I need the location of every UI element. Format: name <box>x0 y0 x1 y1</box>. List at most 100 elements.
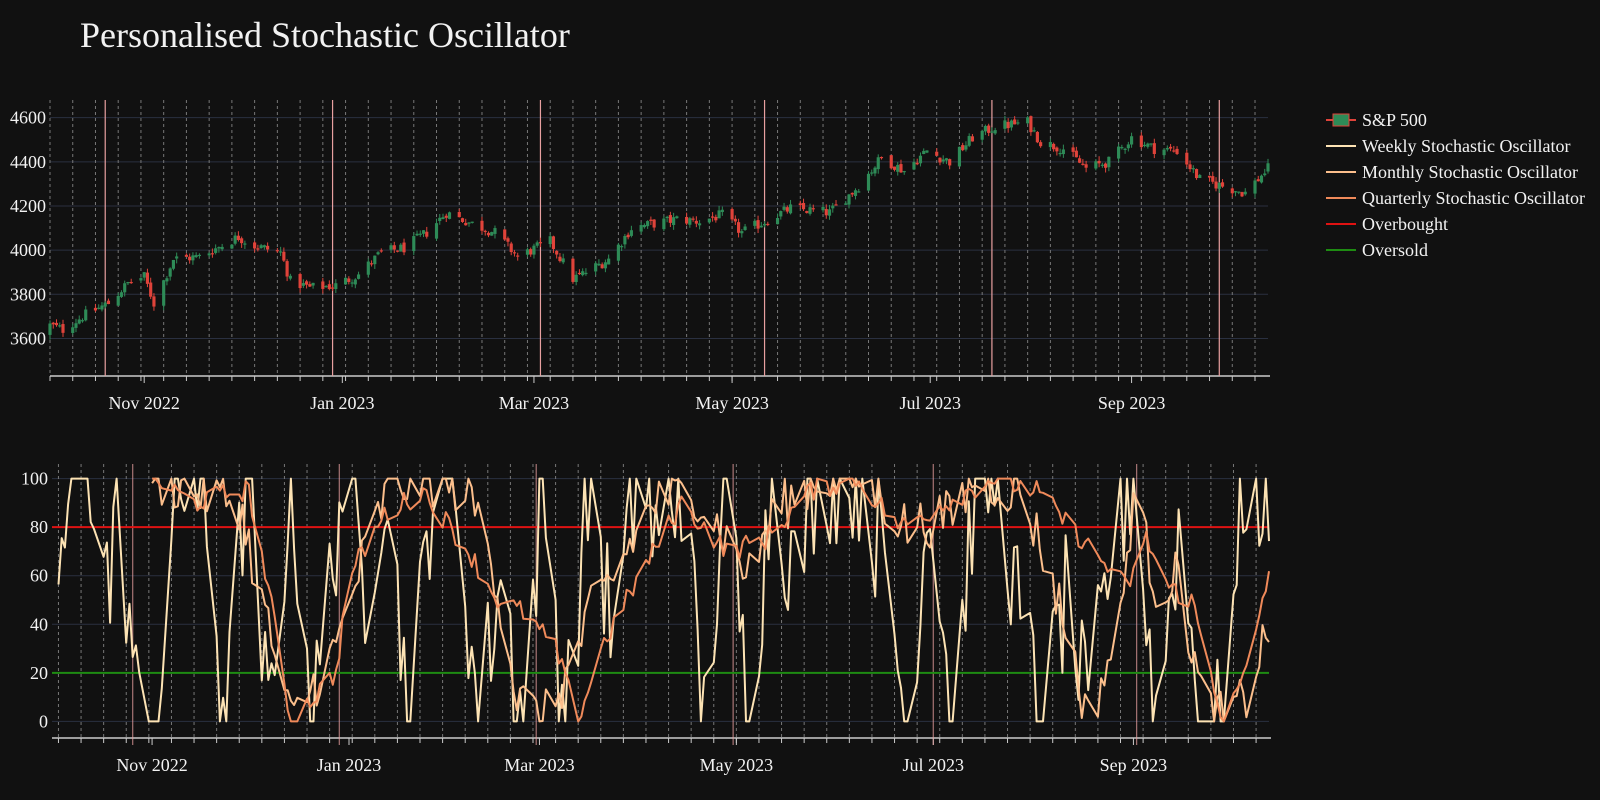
candle-body <box>574 274 578 283</box>
candle-body <box>366 261 370 275</box>
candle-body <box>662 218 666 230</box>
legend-item-oversold[interactable]: Oversold <box>1326 237 1585 263</box>
candle-body <box>967 136 971 146</box>
candle-body <box>850 192 854 195</box>
candle-body <box>616 244 620 261</box>
candle-body <box>100 305 104 310</box>
candle-body <box>733 218 737 222</box>
candle-body <box>922 150 926 155</box>
candle-body <box>983 125 988 132</box>
candle-body <box>675 216 679 219</box>
price-x-tick-label: Nov 2022 <box>108 393 180 413</box>
candle-body <box>61 324 65 333</box>
osc-x-tick-label: Jan 2023 <box>317 755 382 775</box>
candle-body <box>639 225 643 232</box>
candle-body <box>441 217 445 220</box>
candle-body <box>1123 148 1127 150</box>
candle-body <box>58 325 62 327</box>
candle-body <box>330 287 335 289</box>
legend-item-overbought[interactable]: Overbought <box>1326 211 1585 237</box>
candle-body <box>685 216 689 224</box>
candle-body <box>873 167 877 174</box>
candle-body <box>512 252 517 254</box>
candle-body <box>379 250 383 252</box>
candle-body <box>253 242 257 249</box>
candle-body <box>834 204 838 206</box>
legend-item-sp500[interactable]: S&P 500 <box>1326 107 1585 133</box>
legend-label: Monthly Stochastic Oscillator <box>1362 161 1578 182</box>
candle-body <box>1081 163 1085 165</box>
candle-body <box>798 203 802 206</box>
candle-body <box>1243 191 1247 195</box>
candle-body <box>938 157 942 163</box>
candle-body <box>1175 148 1179 154</box>
legend-label: Quarterly Stochastic Oscillator <box>1362 187 1585 208</box>
candle-body <box>243 243 247 245</box>
legend-item-quarterly[interactable]: Quarterly Stochastic Oscillator <box>1326 185 1585 211</box>
candle-body <box>964 145 968 150</box>
candle-body <box>279 251 283 253</box>
price-y-tick-label: 3600 <box>10 328 46 348</box>
candle-body <box>649 219 653 221</box>
candle-body <box>356 274 361 279</box>
candle-body <box>899 164 903 173</box>
candle-body <box>457 212 461 218</box>
osc-y-tick-label: 100 <box>21 469 48 489</box>
candle-body <box>714 216 718 221</box>
candle-body <box>1266 163 1270 172</box>
candle-body <box>1217 182 1221 189</box>
candle-body <box>1253 180 1257 194</box>
price-y-tick-label: 3800 <box>10 284 46 304</box>
series-line-quarterly <box>152 477 1270 723</box>
candle-body <box>262 245 266 248</box>
series-line-monthly <box>151 477 1270 723</box>
candle-body <box>600 264 604 269</box>
price-y-tick-label: 4200 <box>10 196 46 216</box>
candle-body <box>1035 131 1039 143</box>
candle-body <box>175 256 179 259</box>
candle-body <box>935 151 939 156</box>
candle-body <box>1198 175 1202 179</box>
osc-y-tick-label: 20 <box>30 663 48 683</box>
candle-body <box>139 278 143 281</box>
candle-body <box>490 232 494 236</box>
candle-body <box>119 292 124 297</box>
candle-body <box>509 243 513 253</box>
price-x-tick-label: Sep 2023 <box>1098 393 1166 413</box>
candle-body <box>395 250 400 252</box>
candle-body <box>343 277 348 285</box>
candle-body <box>311 282 315 286</box>
candle-body <box>233 235 237 244</box>
candle-body <box>480 220 484 231</box>
price-y-tick-label: 4000 <box>10 240 46 260</box>
candle-body <box>1185 152 1189 165</box>
candle-body <box>421 230 426 234</box>
osc-x-tick-label: Sep 2023 <box>1100 755 1168 775</box>
candle-body <box>857 191 861 193</box>
legend-item-weekly[interactable]: Weekly Stochastic Oscillator <box>1326 133 1585 159</box>
candle-body <box>149 282 153 297</box>
candle-body <box>597 263 601 266</box>
candle-body <box>373 255 377 265</box>
candle-body <box>1263 173 1267 176</box>
candle-body <box>376 252 380 255</box>
candle-body <box>129 281 133 284</box>
candle-body <box>993 130 997 134</box>
candle-body <box>1146 143 1150 147</box>
candle-body <box>535 242 539 246</box>
legend-label: Oversold <box>1362 239 1428 260</box>
candle-body <box>876 157 880 170</box>
candle-body <box>402 242 406 253</box>
candle-body <box>1191 168 1195 170</box>
candle-body <box>1039 142 1043 147</box>
price-x-tick-label: Jul 2023 <box>899 393 961 413</box>
candle-body <box>1214 181 1218 189</box>
candle-body <box>1168 146 1173 149</box>
candle-body <box>447 212 452 219</box>
candle-body <box>694 220 698 224</box>
candle-body <box>486 232 491 236</box>
candle-body <box>827 209 832 216</box>
legend-item-monthly[interactable]: Monthly Stochastic Oscillator <box>1326 159 1585 185</box>
candle-body <box>1230 188 1234 194</box>
candle-body <box>1233 191 1238 193</box>
